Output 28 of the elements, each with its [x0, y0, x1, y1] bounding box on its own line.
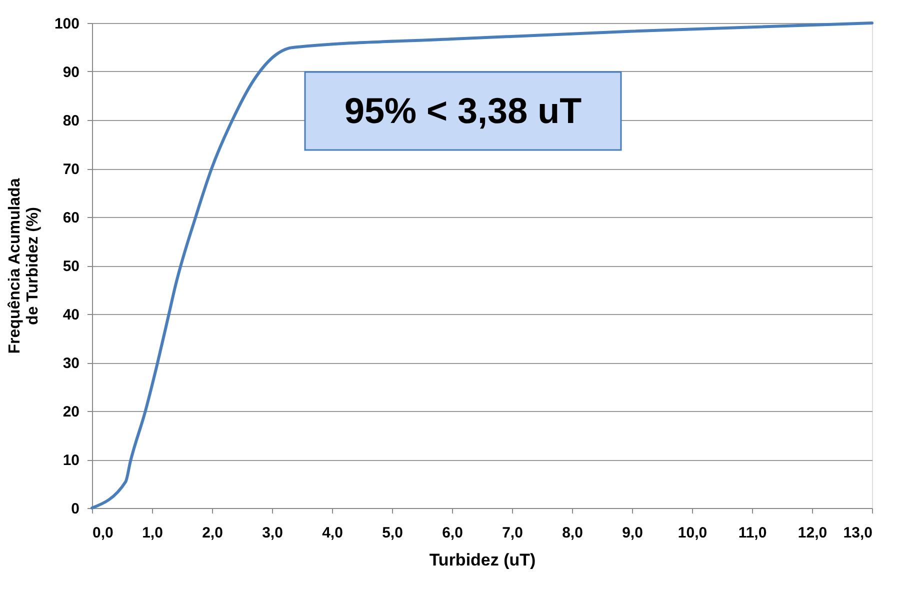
- x-tick-label: 0,0: [92, 524, 114, 542]
- y-tick-label: 60: [62, 210, 80, 226]
- x-tick-label: 7,0: [502, 524, 523, 542]
- y-axis-title: Frequência Acumulada de Turbidez (%): [6, 178, 42, 354]
- y-tick-label: 90: [62, 64, 80, 81]
- x-tick-label: 13,0: [843, 524, 872, 542]
- x-tick-label: 11,0: [738, 524, 767, 542]
- y-tick-label: 70: [62, 161, 80, 178]
- y-tick-label: 30: [62, 355, 80, 372]
- x-tick-label: 8,0: [562, 524, 583, 542]
- annotation: 95% < 3,38 uT: [344, 90, 582, 131]
- x-axis-title: Turbidez (uT): [429, 550, 536, 570]
- y-tick-label: 100: [54, 16, 80, 32]
- y-tick-label: 20: [62, 404, 80, 420]
- y-tick-label: 50: [62, 258, 80, 275]
- x-tick-label: 9,0: [622, 524, 643, 542]
- y-tick-label: 40: [62, 306, 80, 324]
- x-tick-label: 3,0: [262, 524, 283, 542]
- x-tick-label: 2,0: [202, 524, 223, 542]
- y-tick-label: 10: [62, 452, 80, 469]
- y-tick-label: 80: [62, 112, 80, 130]
- x-tick-label: 5,0: [382, 524, 403, 542]
- x-tick-label: 6,0: [442, 524, 463, 542]
- x-tick-label: 1,0: [142, 524, 163, 542]
- x-tick-label: 10,0: [678, 524, 708, 542]
- y-tick-label: 0: [71, 500, 80, 518]
- x-tick-label: 12,0: [798, 524, 828, 542]
- x-tick-label: 4,0: [322, 524, 343, 542]
